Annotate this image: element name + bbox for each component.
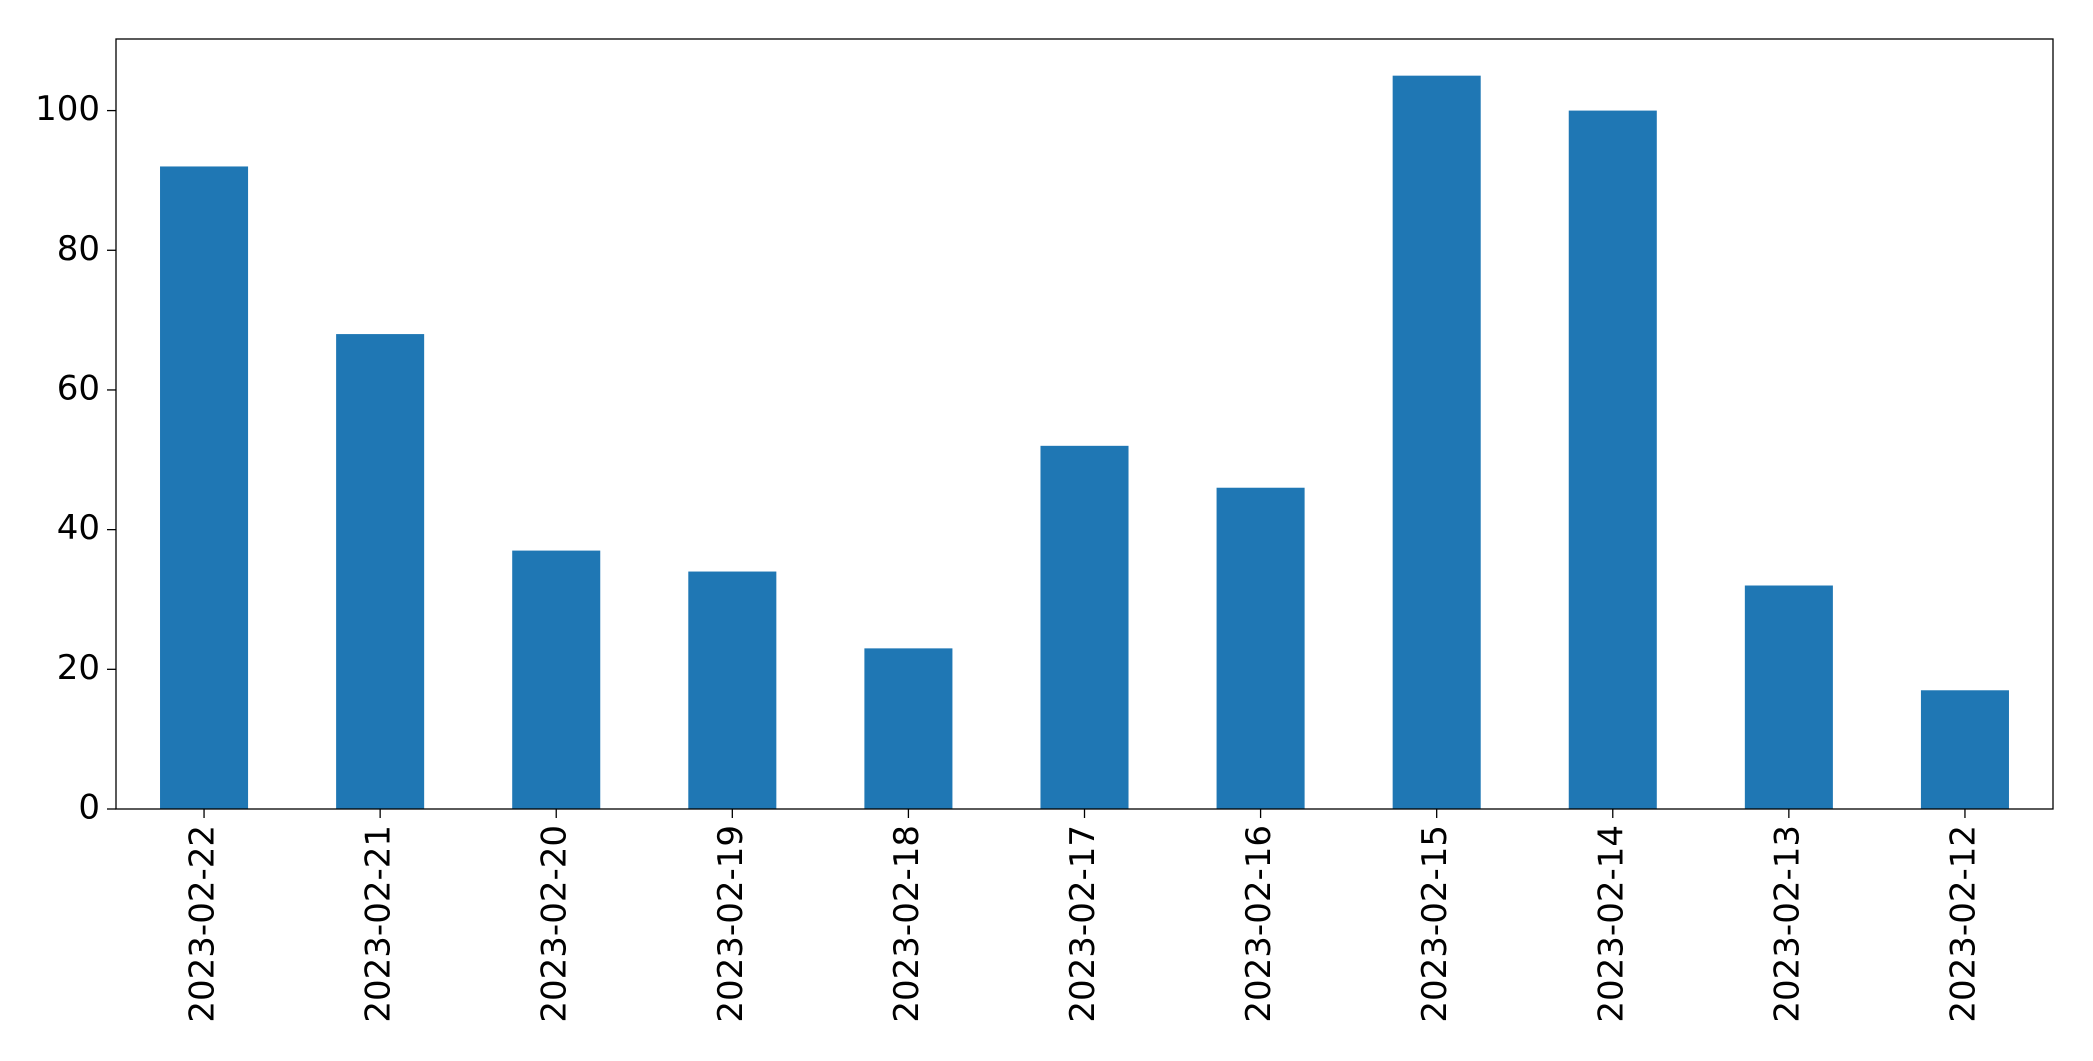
x-tick-label: 2023-02-12 (1943, 825, 1983, 1023)
x-tick-label: 2023-02-19 (711, 825, 751, 1023)
x-tick-label: 2023-02-22 (183, 825, 223, 1023)
bar (1568, 110, 1657, 810)
y-tick-label: 20 (57, 648, 100, 688)
y-tick-label: 60 (57, 368, 100, 408)
x-tick-label: 2023-02-18 (887, 825, 927, 1023)
bar (512, 550, 601, 809)
y-tick-label: 40 (57, 508, 100, 548)
x-tick-label: 2023-02-16 (1239, 825, 1279, 1023)
x-tick-label: 2023-02-15 (1415, 825, 1455, 1023)
plot-frame (115, 38, 2054, 810)
bar (1392, 75, 1481, 809)
bar (1216, 487, 1305, 809)
bar (1744, 585, 1833, 809)
bar (160, 166, 249, 809)
bar (1920, 690, 2009, 809)
bar (864, 648, 953, 809)
x-tick-label: 2023-02-13 (1767, 825, 1807, 1023)
bar (1040, 445, 1129, 809)
x-tick-label: 2023-02-17 (1063, 825, 1103, 1023)
y-tick-label: 80 (57, 229, 100, 269)
x-tick-label: 2023-02-21 (359, 825, 399, 1023)
x-tick-label: 2023-02-14 (1591, 825, 1631, 1023)
bar (336, 334, 425, 809)
y-tick-label: 0 (78, 788, 100, 828)
bar (688, 571, 777, 809)
x-tick-label: 2023-02-20 (535, 825, 575, 1023)
y-tick-label: 100 (35, 89, 100, 129)
